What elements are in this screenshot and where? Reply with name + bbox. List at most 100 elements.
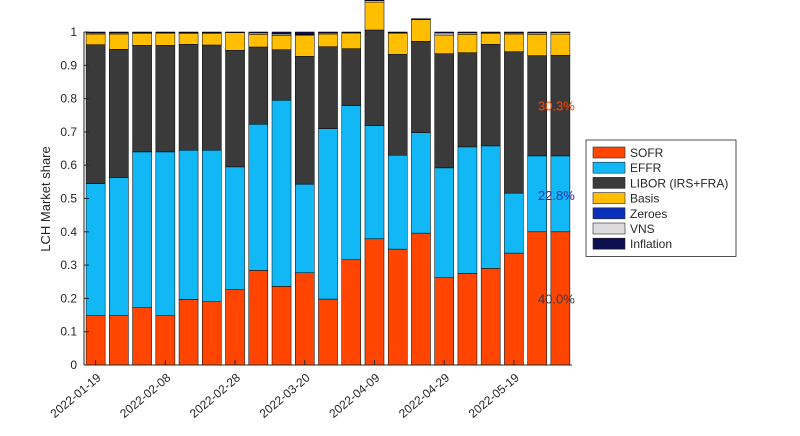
bar-segment-libor-irs-fra--7: [248, 46, 269, 125]
bar-segment-inflation-20: [550, 31, 571, 33]
legend-label: Zeroes: [630, 207, 667, 221]
bar-segment-effr-14: [411, 132, 431, 234]
bar-segment-libor-irs-fra--2: [132, 45, 152, 153]
share-annotation: 30.3%: [538, 98, 575, 113]
bar-segment-inflation-7: [248, 31, 269, 34]
y-tick-label: 0.7: [60, 125, 77, 139]
bar-segment-libor-irs-fra--18: [504, 51, 524, 194]
bar-segment-inflation-16: [457, 31, 478, 34]
x-tick-label: 2022-04-09: [326, 370, 382, 420]
bar-segment-libor-irs-fra--17: [480, 44, 501, 147]
y-tick-label: 0.3: [60, 258, 77, 272]
bar-segment-sofr-10: [318, 298, 338, 366]
bar-segment-inflation-17: [480, 31, 501, 33]
y-tick-label: 0.1: [60, 325, 77, 339]
bar-segment-inflation-6: [225, 31, 245, 33]
legend-label: EFFR: [630, 161, 662, 175]
bar-segment-inflation-9: [294, 31, 315, 35]
y-tick-label: 0.2: [60, 291, 77, 305]
bar-segment-sofr-13: [387, 248, 408, 366]
bar-segment-libor-irs-fra--3: [155, 45, 176, 153]
legend-swatch: [592, 146, 626, 159]
bar-segment-libor-irs-fra--14: [411, 41, 431, 133]
bar-segment-effr-16: [457, 146, 478, 274]
bar-segment-effr-8: [271, 100, 292, 287]
bar-segment-basis-4: [178, 33, 199, 45]
bar-segment-libor-irs-fra--1: [109, 49, 129, 178]
bar-segment-vns-15: [434, 32, 454, 36]
bar-segment-basis-10: [318, 33, 338, 47]
bar-segment-libor-irs-fra--5: [202, 44, 222, 151]
bar-segment-basis-20: [550, 33, 571, 56]
y-tick-label: 0.5: [60, 192, 77, 206]
bar-segment-inflation-12: [364, 0, 385, 1]
bar-segment-inflation-15: [434, 31, 454, 34]
legend-swatch: [592, 207, 626, 220]
share-annotation: 22.8%: [538, 188, 575, 203]
bar-segment-effr-12: [364, 125, 385, 240]
bar-segment-effr-1: [109, 177, 129, 316]
bar-segment-basis-9: [294, 35, 315, 57]
bar-segment-inflation-10: [318, 31, 338, 34]
bar-segment-inflation-2: [132, 31, 152, 33]
bar-segment-effr-9: [294, 183, 315, 274]
bar-segment-libor-irs-fra--12: [364, 29, 385, 126]
bar-segment-sofr-6: [225, 289, 245, 366]
legend-label: VNS: [630, 222, 655, 236]
bar-segment-inflation-1: [109, 31, 129, 34]
bar-segment-sofr-8: [271, 286, 292, 366]
bar-segment-libor-irs-fra--8: [271, 49, 292, 101]
x-tick-label: 2022-03-20: [257, 370, 313, 420]
bar-segment-basis-12: [364, 1, 385, 31]
bar-segment-libor-irs-fra--4: [178, 44, 199, 151]
annotations-group: 30.3% 22.8% 40.0%: [538, 98, 575, 306]
bar-segment-inflation-18: [504, 31, 524, 34]
legend-label: LIBOR (IRS+FRA): [630, 176, 728, 190]
bar-segment-inflation-4: [178, 31, 199, 33]
bar-segment-basis-5: [202, 33, 222, 46]
bar-segment-effr-0: [85, 183, 106, 316]
y-tick-label: 0: [70, 358, 77, 372]
legend-label: SOFR: [630, 146, 664, 160]
bar-segment-effr-10: [318, 128, 338, 300]
bar-segment-sofr-16: [457, 273, 478, 366]
bar-segment-basis-17: [480, 33, 501, 45]
bar-segment-effr-6: [225, 166, 245, 290]
bar-segment-sofr-0: [85, 315, 106, 366]
bars-group: [85, 0, 571, 366]
bar-segment-effr-7: [248, 123, 269, 271]
bar-segment-effr-2: [132, 151, 152, 308]
bar-segment-basis-15: [434, 34, 454, 54]
y-tick-label: 0.9: [60, 58, 77, 72]
x-tick-label: 2022-01-19: [48, 370, 104, 420]
bar-segment-basis-14: [411, 19, 431, 42]
bar-segment-inflation-19: [527, 31, 547, 34]
bar-segment-libor-irs-fra--15: [434, 53, 454, 169]
bar-segment-basis-13: [387, 33, 408, 55]
bar-segment-sofr-5: [202, 301, 222, 366]
bar-segment-effr-17: [480, 145, 501, 269]
legend-swatch: [592, 222, 626, 235]
bar-segment-effr-15: [434, 167, 454, 278]
bar-segment-effr-4: [178, 149, 199, 300]
bar-segment-libor-irs-fra--13: [387, 54, 408, 156]
bar-segment-sofr-3: [155, 315, 176, 366]
bar-segment-libor-irs-fra--10: [318, 46, 338, 129]
bar-segment-basis-3: [155, 33, 176, 46]
y-axis-label: LCH Market share: [38, 146, 53, 251]
bar-segment-sofr-9: [294, 272, 315, 366]
legend-label: Basis: [630, 192, 659, 206]
bar-segment-basis-1: [109, 33, 129, 50]
bar-segment-libor-irs-fra--11: [341, 48, 362, 106]
y-tick-label: 0.6: [60, 158, 77, 172]
bar-segment-basis-6: [225, 32, 245, 51]
legend-swatch: [592, 192, 626, 204]
bar-segment-basis-7: [248, 34, 269, 48]
y-tick-label: 0.4: [60, 225, 77, 239]
bar-segment-basis-18: [504, 33, 524, 52]
bar-segment-sofr-17: [480, 268, 501, 366]
bar-segment-sofr-2: [132, 307, 152, 366]
legend-label: Inflation: [630, 237, 672, 251]
